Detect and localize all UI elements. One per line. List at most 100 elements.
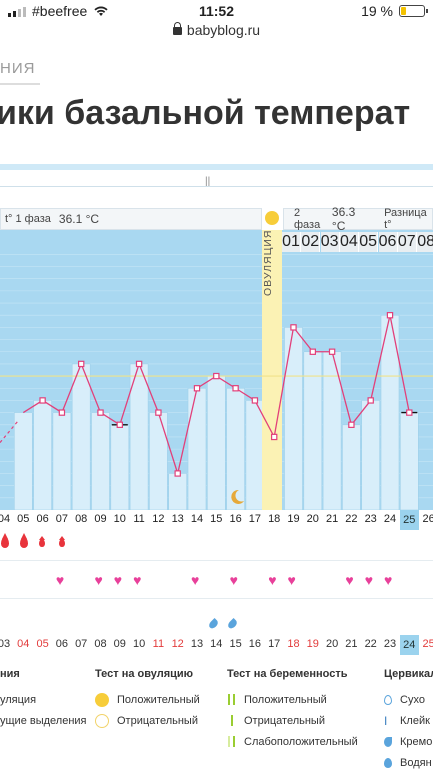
heart-icon: ♥ [364,572,373,588]
status-left: #beefree [8,3,109,19]
page-title: ики базальной температ [0,94,411,132]
one-line-icon [227,715,236,726]
phase2-header: 2 фаза 36.3 °C Разница t° [283,205,433,233]
cycle-day-label[interactable]: 14 [190,513,204,525]
heart-icon: ♥ [229,572,238,588]
date-label[interactable]: 16 [248,638,262,650]
date-label[interactable]: 05 [36,638,49,650]
status-time: 11:52 [198,3,235,19]
blood-drop-icon [59,536,65,547]
temperature-point [328,348,336,355]
legend-cervical: Цервикал Сухо Ӏ Клейк Кремо Водян [384,668,433,770]
breadcrumb[interactable]: НИЯ [0,60,36,77]
date-label[interactable]: 03 [0,638,11,650]
date-label[interactable]: 06 [55,638,69,650]
date-label[interactable]: 24 [399,635,419,655]
temperature-bar [361,400,381,510]
cycle-day-label[interactable]: 07 [55,513,69,525]
date-label[interactable]: 04 [17,638,30,650]
date-label[interactable]: 14 [210,638,223,650]
ovulation-label: ОВУЛЯЦИЯ [262,229,274,296]
top-band [0,164,433,170]
temperature-point [271,433,278,441]
legend-item: Сухо [384,689,433,710]
cycle-day-label[interactable]: 22 [345,513,358,525]
cycle-day-label[interactable]: 12 [152,513,165,525]
cycle-day-label[interactable]: 21 [325,513,339,525]
cycle-day-label[interactable]: 19 [287,513,300,525]
cycle-day-label[interactable]: 18 [268,513,281,525]
legend-pregnancy-test: Тест на беременность Положительный Отриц… [227,668,358,752]
temperature-bar [168,473,187,510]
date-label[interactable]: 15 [229,638,242,650]
heart-icon: ♥ [113,572,123,588]
date-label[interactable]: 23 [383,638,397,650]
temperature-point [213,372,220,380]
cycle-day-label[interactable]: 15 [210,513,223,525]
cycle-day-label[interactable]: 09 [94,513,107,525]
cycle-day-label[interactable]: 20 [306,513,319,525]
temperature-point [39,397,46,404]
watery-drop-icon [226,617,239,631]
divider [0,186,433,187]
phase2-day-number: 08 [417,232,433,252]
date-label[interactable]: 22 [364,638,377,650]
temperature-bar [187,387,207,510]
date-label[interactable]: 08 [94,638,107,650]
creamy-icon [384,736,392,747]
cycle-day-label[interactable]: 06 [36,513,49,525]
cycle-day-label[interactable]: 24 [383,513,397,525]
legend-item: Водян [384,752,433,770]
drag-handle-icon[interactable]: || [205,176,211,187]
date-label[interactable]: 20 [325,638,339,650]
heart-icon: ♥ [94,572,103,588]
chart-lead-line [0,420,19,443]
legend-title: Тест на беременность [227,668,348,680]
cycle-day-label[interactable]: 16 [229,513,242,525]
date-label[interactable]: 25 [422,638,433,650]
temperature-point [386,312,394,319]
temperature-point [135,360,143,368]
cycle-day-row: 04 05 06 07 08 09 10 11 12 13 14 15 16 17 18 19 20 21 22 23… [0,510,433,530]
cycle-day-label[interactable]: 13 [171,513,184,525]
date-label[interactable]: 09 [113,638,126,650]
temperature-point [309,348,317,355]
date-label[interactable]: 10 [132,638,146,650]
cycle-day-label[interactable]: 08 [75,513,88,525]
temperature-bar [33,400,52,510]
lock-icon [172,22,182,35]
date-label[interactable]: 17 [268,638,281,650]
temperature-bar [110,424,130,510]
date-label[interactable]: 12 [171,638,184,650]
temperature-point [58,409,66,416]
date-label[interactable]: 21 [345,638,358,650]
wifi-icon [94,6,108,16]
cycle-day-label[interactable]: 17 [248,513,262,525]
date-label[interactable]: 18 [287,638,300,650]
negative-circle-icon [95,713,109,728]
date-label[interactable]: 11 [152,638,165,650]
address-bar[interactable]: babyblog.ru [0,22,433,38]
cycle-day-label[interactable]: 26 [422,513,433,525]
date-label[interactable]: 13 [190,638,204,650]
heart-icon: ♥ [384,572,393,588]
cycle-day-label[interactable]: 25 [399,510,419,530]
temperature-point [290,324,297,331]
cycle-day-label[interactable]: 23 [364,513,377,525]
menstruation-row [0,532,433,552]
legend-title: Тест на овуляцию [95,668,194,680]
cycle-day-label[interactable]: 11 [133,513,145,525]
cycle-day-label[interactable]: 10 [113,513,126,525]
temperature-bar [91,412,110,510]
cycle-day-label[interactable]: 04 [0,513,11,525]
phase2-day-number: 01 [282,232,301,252]
cycle-day-label[interactable]: 05 [17,513,30,525]
temperature-point [251,397,259,404]
date-label[interactable]: 07 [75,638,88,650]
temperature-bar [149,412,168,510]
legend-item: Ӏ Клейк [384,713,430,728]
legend-item: Отрицательный [227,710,358,731]
date-label[interactable]: 19 [306,638,319,650]
temperature-point [174,470,181,477]
status-right: 19 % [361,3,428,19]
